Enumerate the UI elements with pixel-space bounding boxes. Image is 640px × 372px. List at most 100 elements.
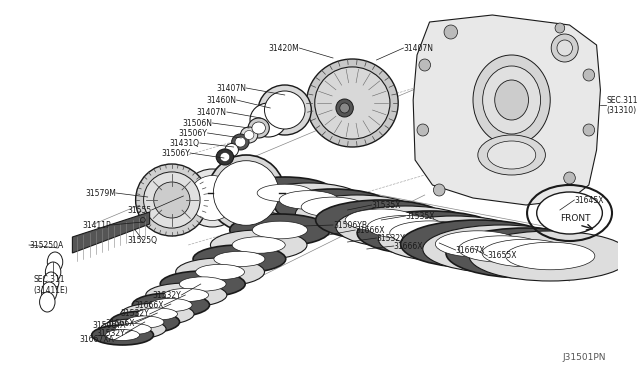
Ellipse shape (193, 245, 285, 273)
Text: 31525Q: 31525Q (128, 235, 158, 244)
Ellipse shape (47, 252, 63, 272)
Text: 31407N: 31407N (197, 108, 227, 116)
Ellipse shape (252, 221, 308, 239)
Ellipse shape (336, 206, 475, 248)
Ellipse shape (100, 319, 166, 339)
Ellipse shape (301, 197, 365, 217)
Text: 31506YB: 31506YB (333, 221, 367, 230)
Text: 31667XA: 31667XA (79, 336, 114, 344)
Ellipse shape (115, 324, 151, 334)
Ellipse shape (378, 216, 529, 262)
Ellipse shape (419, 59, 431, 71)
Ellipse shape (433, 184, 445, 196)
Ellipse shape (264, 91, 305, 129)
Ellipse shape (435, 231, 520, 257)
Ellipse shape (179, 277, 226, 291)
Ellipse shape (340, 103, 349, 113)
Ellipse shape (164, 288, 209, 302)
Ellipse shape (469, 231, 631, 281)
Ellipse shape (557, 40, 572, 56)
Ellipse shape (196, 264, 244, 280)
Ellipse shape (583, 124, 595, 136)
Ellipse shape (423, 225, 581, 273)
Text: 31535X: 31535X (372, 201, 401, 209)
Ellipse shape (225, 144, 239, 157)
Ellipse shape (401, 220, 555, 268)
Polygon shape (413, 15, 600, 205)
Ellipse shape (211, 230, 307, 260)
Ellipse shape (446, 228, 606, 278)
Ellipse shape (232, 134, 249, 150)
Text: 31666X: 31666X (355, 225, 385, 234)
Ellipse shape (551, 34, 578, 62)
Ellipse shape (345, 209, 417, 231)
Text: 31645X: 31645X (574, 196, 604, 205)
Ellipse shape (189, 176, 236, 221)
Ellipse shape (255, 183, 363, 217)
Ellipse shape (296, 195, 419, 233)
Ellipse shape (250, 103, 287, 137)
Text: FRONT: FRONT (560, 214, 590, 222)
Text: 31535X: 31535X (405, 212, 435, 221)
Ellipse shape (444, 25, 458, 39)
Ellipse shape (412, 226, 495, 251)
Ellipse shape (207, 155, 285, 231)
Polygon shape (72, 212, 150, 253)
Ellipse shape (241, 127, 258, 143)
Text: 31579M: 31579M (85, 189, 116, 198)
Ellipse shape (488, 141, 536, 169)
Text: 31407N: 31407N (403, 44, 433, 52)
Ellipse shape (315, 67, 390, 139)
Ellipse shape (235, 137, 246, 147)
Text: 31532Y: 31532Y (376, 234, 405, 243)
Ellipse shape (483, 66, 541, 134)
Ellipse shape (473, 55, 550, 145)
Text: 31506YA: 31506YA (92, 321, 125, 330)
Ellipse shape (150, 298, 192, 312)
Ellipse shape (182, 169, 243, 227)
Text: SEC.311: SEC.311 (606, 96, 637, 105)
Text: 31460N: 31460N (207, 96, 237, 105)
Ellipse shape (160, 271, 245, 297)
Ellipse shape (176, 258, 264, 286)
Ellipse shape (555, 23, 564, 33)
Ellipse shape (154, 182, 190, 218)
Ellipse shape (146, 283, 227, 307)
Text: (31310): (31310) (606, 106, 636, 115)
Ellipse shape (235, 177, 335, 209)
Ellipse shape (258, 85, 311, 135)
Text: 31667X: 31667X (456, 246, 485, 254)
Ellipse shape (44, 272, 59, 292)
Text: (31411E): (31411E) (34, 285, 68, 295)
Text: J31501PN: J31501PN (563, 353, 606, 362)
Ellipse shape (583, 69, 595, 81)
Ellipse shape (137, 308, 177, 320)
Ellipse shape (248, 118, 269, 138)
Ellipse shape (506, 242, 595, 270)
Ellipse shape (537, 192, 602, 234)
Ellipse shape (244, 131, 254, 140)
Ellipse shape (220, 153, 230, 161)
Text: 315250A: 315250A (29, 241, 63, 250)
Text: 31655X: 31655X (488, 251, 517, 260)
Ellipse shape (143, 172, 200, 228)
Ellipse shape (45, 262, 61, 282)
Ellipse shape (458, 236, 545, 262)
Ellipse shape (357, 211, 502, 255)
Ellipse shape (323, 203, 391, 224)
Text: 31666X: 31666X (134, 301, 164, 310)
Text: 31407N: 31407N (216, 83, 246, 93)
Ellipse shape (257, 184, 312, 202)
Text: 31666X: 31666X (106, 318, 135, 327)
Ellipse shape (336, 99, 353, 117)
Text: 31532Y: 31532Y (121, 310, 150, 318)
Ellipse shape (564, 172, 575, 184)
Text: 31506Y: 31506Y (161, 148, 190, 157)
Text: 31555: 31555 (127, 205, 152, 215)
Ellipse shape (482, 239, 570, 267)
Text: 31420M: 31420M (269, 44, 300, 52)
Ellipse shape (478, 135, 545, 175)
Text: 31506Y: 31506Y (179, 128, 207, 138)
Ellipse shape (42, 282, 57, 302)
Ellipse shape (140, 218, 145, 222)
